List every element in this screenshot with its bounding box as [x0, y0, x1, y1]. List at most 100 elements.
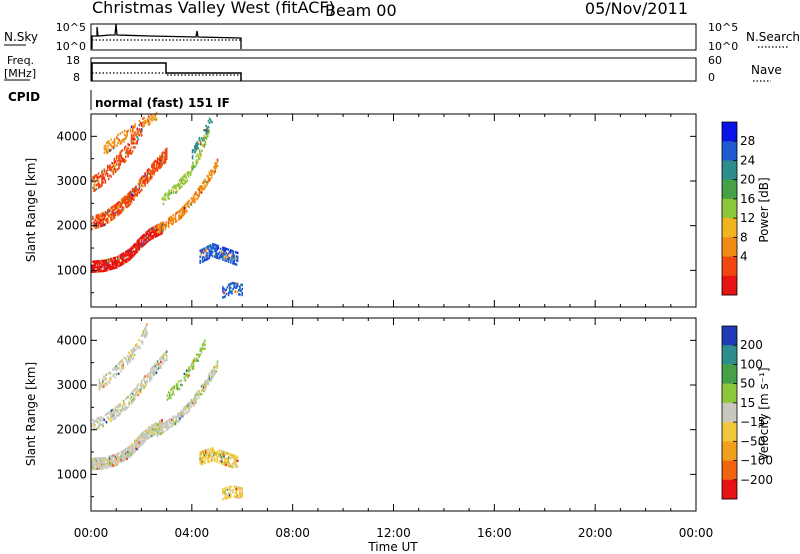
echo-cell: [153, 171, 155, 174]
echo-cell: [106, 466, 109, 469]
echo-cell: [122, 449, 125, 452]
echo-cell: [136, 132, 138, 135]
echo-cell: [126, 201, 128, 205]
echo-cell: [196, 357, 198, 360]
echo-cell: [139, 444, 142, 447]
echo-cell: [213, 245, 215, 248]
echo-cell: [108, 266, 110, 269]
time-axis-labels: 00:00 04:00 08:00 12:00 16:00 20:00 00:00: [74, 526, 714, 540]
echo-cell: [194, 402, 196, 406]
echo-cell: [105, 267, 108, 270]
echo-cell: [232, 462, 234, 465]
echo-cell: [122, 138, 125, 141]
echo-cell: [145, 120, 148, 124]
echo-cell: [143, 386, 145, 390]
echo-cell: [110, 169, 112, 172]
echo-cell: [203, 145, 206, 149]
echo-cell: [106, 416, 109, 419]
echo-cell: [119, 367, 121, 370]
echo-cell: [187, 410, 189, 414]
echo-cell: [116, 463, 118, 466]
echo-cell: [203, 259, 206, 262]
echo-cell: [181, 207, 184, 210]
echo-cell: [96, 457, 99, 460]
echo-cell: [135, 185, 137, 188]
echo-cell: [109, 258, 111, 261]
echo-cell: [116, 157, 118, 160]
echo-cell: [220, 254, 223, 257]
echo-cell: [230, 457, 232, 460]
echo-cell: [153, 433, 155, 436]
echo-cell: [210, 119, 212, 122]
echo-cell: [142, 441, 144, 445]
echo-cell: [139, 132, 142, 135]
echo-cell: [132, 128, 134, 132]
echo-cell: [104, 376, 106, 379]
echo-cell: [94, 467, 96, 471]
echo-cell: [139, 190, 142, 193]
echo-cell: [105, 265, 108, 268]
echo-cell: [103, 223, 106, 227]
echo-cell: [104, 179, 107, 182]
echo-cell: [222, 256, 224, 259]
echo-cell: [200, 351, 203, 354]
echo-cell: [140, 245, 143, 249]
echo-cell: [93, 268, 95, 271]
echo-cell: [150, 376, 152, 379]
echo-cell: [106, 211, 109, 214]
echo-cell: [120, 200, 123, 204]
echo-cell: [94, 457, 96, 461]
echo-cell: [213, 371, 215, 375]
echo-cell: [208, 248, 211, 252]
echo-cell: [111, 166, 113, 169]
echo-cell: [240, 493, 242, 496]
echo-cell: [220, 462, 223, 465]
echo-cell: [215, 256, 217, 259]
echo-cell: [181, 414, 184, 418]
echo-cell: [91, 266, 93, 270]
echo-cell: [161, 355, 163, 358]
echo-cell: [182, 176, 184, 179]
echo-cell: [127, 151, 129, 154]
echo-cell: [216, 244, 218, 247]
echo-cell: [136, 242, 138, 245]
echo-cell: [215, 254, 217, 257]
echo-cell: [114, 203, 117, 207]
echo-cell: [208, 460, 211, 463]
echo-cell: [128, 402, 130, 406]
echo-cell: [101, 218, 103, 221]
echo-cell: [193, 359, 196, 362]
echo-cell: [196, 141, 198, 144]
echo-cell: [120, 360, 122, 363]
echo-cell: [146, 380, 149, 383]
echo-cell: [105, 381, 107, 385]
echo-cell: [150, 368, 152, 371]
echo-cell: [228, 250, 231, 254]
echo-cell: [128, 359, 130, 363]
echo-cell: [207, 175, 210, 178]
echo-cell: [142, 125, 144, 128]
echo-cell: [109, 143, 111, 146]
echo-cell: [218, 451, 221, 454]
echo-cell: [123, 259, 126, 262]
echo-cell: [96, 214, 99, 217]
echo-cell: [231, 255, 233, 259]
velocity-ylabel: Slant Range [km]: [24, 362, 38, 466]
echo-cell: [128, 193, 130, 197]
echo-cell: [145, 325, 147, 328]
echo-cell: [152, 230, 154, 234]
echo-cell: [147, 432, 150, 436]
echo-cell: [111, 267, 113, 270]
echo-cell: [125, 260, 127, 264]
echo-cell: [111, 162, 113, 165]
echo-cell: [222, 492, 224, 495]
echo-cell: [112, 144, 115, 148]
echo-cell: [194, 145, 196, 148]
echo-cell: [104, 212, 107, 216]
echo-cell: [199, 143, 202, 146]
echo-cell: [110, 413, 112, 417]
echo-cell: [232, 281, 234, 285]
echo-cell: [162, 356, 165, 359]
echo-cell: [236, 257, 239, 261]
echo-cell: [161, 231, 163, 235]
